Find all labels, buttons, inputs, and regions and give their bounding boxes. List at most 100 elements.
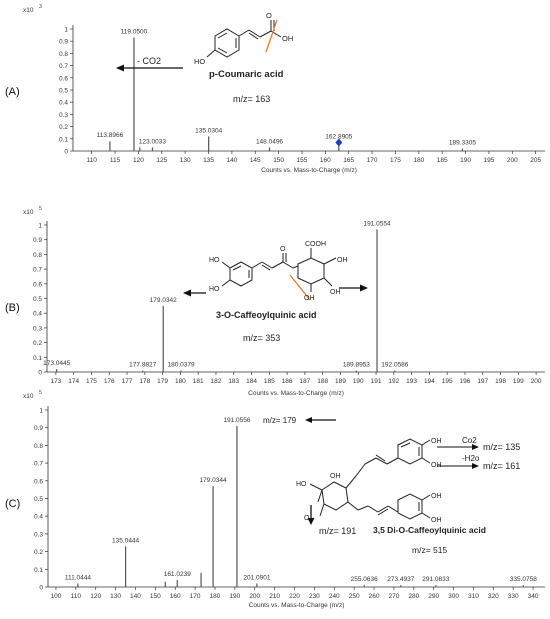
- peak-label-c: 335.0758: [510, 576, 537, 583]
- y-tick-label-c: 0.1: [34, 567, 43, 574]
- x-tick-label-a: 130: [180, 157, 191, 164]
- peak-label-b: 173.0445: [43, 360, 70, 367]
- y-tick-label-c: 0.9: [34, 425, 43, 432]
- quinic-o-label: O: [304, 515, 310, 522]
- y-tick-label-c: 0.3: [34, 531, 43, 538]
- quinic-ho-label: HO: [296, 481, 307, 488]
- peak-label-b: 192.0586: [381, 362, 408, 369]
- y-tick-label-c: 1: [39, 408, 43, 415]
- y-tick-label-a: 0.8: [59, 51, 68, 58]
- y-tick-label-a: 0.4: [59, 100, 68, 107]
- ester-o-label: O: [280, 246, 286, 253]
- y-tick-label-a: 0.1: [59, 136, 68, 143]
- precursor-mz-c: m/z= 515: [412, 545, 447, 555]
- x-tick-label-b: 178: [139, 378, 150, 385]
- x-axis-label-b: Counts vs. Mass-to-Charge (m/z): [248, 390, 344, 397]
- x-tick-label-a: 190: [460, 157, 471, 164]
- peak-label-a: 189.3305: [449, 140, 476, 147]
- peak-label-c: 273.4937: [387, 576, 414, 583]
- x-tick-label-a: 160: [320, 157, 331, 164]
- y-tick-label-b: 0.4: [33, 311, 42, 318]
- y-tick-label-a: 0: [64, 149, 68, 156]
- y-tick-label-b: 0.2: [33, 340, 42, 347]
- peak-label-c: 191.0556: [223, 417, 250, 424]
- x-tick-label-a: 195: [483, 157, 494, 164]
- fragment-179-arrowhead: [183, 289, 191, 297]
- caffeoyl-oh-label-2: OH: [431, 462, 442, 469]
- plot-c: 0 0.1 0.2 0.3 0.4 0.5 0.6 0.7 0.8 0.9 1 100 110 120 13…: [5, 390, 545, 609]
- x-tick-label-a: 115: [110, 157, 121, 164]
- x-tick-label-a: 110: [87, 157, 98, 164]
- x-tick-label-c: 310: [468, 593, 479, 600]
- x-tick-label-b: 193: [406, 378, 417, 385]
- quinic-oh-label-1: OH: [337, 257, 348, 264]
- precursor-mz-a: m/z= 163: [233, 94, 270, 104]
- peak-label-a: 162.8905: [325, 133, 352, 140]
- fragment-191-arrowhead-c: [307, 518, 315, 525]
- y-tick-label-a: 0.5: [59, 88, 68, 95]
- x-tick-label-c: 180: [210, 593, 221, 600]
- peak-label-a: 123.0033: [139, 138, 166, 145]
- x-tick-label-a: 175: [390, 157, 401, 164]
- panel-c: 0 0.1 0.2 0.3 0.4 0.5 0.6 0.7 0.8 0.9 1 100 110 120 13…: [5, 390, 545, 609]
- x-tick-label-a: 145: [250, 157, 261, 164]
- y-tick-label-b: 0.6: [33, 281, 42, 288]
- dicaffeoylquinic-structure: [309, 438, 431, 520]
- chlorogenic-acid-structure: [221, 248, 337, 301]
- y-tick-label-c: 0.5: [34, 496, 43, 503]
- acid-oh-label: OH: [282, 34, 293, 43]
- caffeoyl-oh-label-1: OH: [431, 438, 442, 445]
- y-tick-label-c: 0.6: [34, 478, 43, 485]
- peak-label-b: 180.0379: [168, 362, 195, 369]
- p-coumaric-structure: [206, 19, 282, 58]
- peak-label-c: 201.0901: [243, 574, 270, 581]
- peak-label-a: 148.0496: [256, 138, 283, 145]
- x-tick-label-b: 184: [246, 378, 257, 385]
- x-axis-label-c: Counts vs. Mass-to-Charge (m/z): [249, 602, 345, 609]
- y-scale-label-c: x10: [23, 393, 34, 400]
- x-tick-label-c: 120: [90, 593, 101, 600]
- plot-a: 0 0.1 0.2 0.3 0.4 0.5 0.6 0.7 0.8 0.9 1 110 115 120 12…: [5, 4, 545, 174]
- x-tick-label-a: 150: [273, 157, 284, 164]
- x-tick-label-b: 175: [86, 378, 97, 385]
- x-tick-label-c: 240: [329, 593, 340, 600]
- y-scale-exponent-c: 5: [39, 390, 42, 396]
- x-tick-label-b: 194: [424, 378, 435, 385]
- quinic-oh-label-3: OH: [304, 295, 315, 302]
- x-axis-label-a: Counts vs. Mass-to-Charge (m/z): [261, 167, 357, 174]
- panel-label-a: (A): [5, 86, 20, 98]
- peak-label-c: 135.0444: [112, 537, 139, 544]
- y-tick-label-a: 0.7: [59, 63, 68, 70]
- x-tick-label-b: 199: [513, 378, 524, 385]
- x-tick-label-a: 125: [156, 157, 167, 164]
- peak-label-b: 177.8827: [129, 362, 156, 369]
- panel-b: 0 0.1 0.2 0.3 0.4 0.5 0.6 0.7 0.8 0.9 1 173 174 175 17…: [5, 206, 545, 397]
- peak-label-b: 179.0342: [150, 297, 177, 304]
- y-scale-exponent-a: 3: [39, 4, 42, 10]
- peak-label-c: 179.0344: [200, 477, 227, 484]
- peak-label-a: 119.0500: [121, 29, 148, 36]
- y-tick-label-b: 0.9: [33, 237, 42, 244]
- x-tick-label-a: 185: [437, 157, 448, 164]
- x-tick-label-c: 100: [51, 593, 62, 600]
- quinic-cooh-label: COOH: [305, 241, 326, 248]
- x-tick-label-c: 260: [369, 593, 380, 600]
- x-tick-label-c: 140: [130, 593, 141, 600]
- x-tick-label-c: 270: [388, 593, 399, 600]
- x-tick-label-b: 187: [299, 378, 310, 385]
- y-tick-label-b: 1: [38, 223, 42, 230]
- x-tick-label-b: 185: [264, 378, 275, 385]
- x-tick-label-b: 180: [175, 378, 186, 385]
- x-tick-label-b: 195: [442, 378, 453, 385]
- x-tick-label-c: 320: [488, 593, 499, 600]
- quinic-oh-label-2: OH: [330, 289, 341, 296]
- y-tick-label-c: 0.7: [34, 461, 43, 468]
- peak-label-b: 189.8953: [343, 362, 370, 369]
- caffeoyl-oh-label-4: OH: [431, 517, 442, 524]
- peak-label-c: 111.0444: [65, 574, 92, 581]
- compound-name-a: p-Coumaric acid: [209, 69, 284, 80]
- x-tick-label-a: 120: [133, 157, 144, 164]
- y-tick-label-b: 0.5: [33, 296, 42, 303]
- h2o-loss-arrowhead: [472, 463, 479, 469]
